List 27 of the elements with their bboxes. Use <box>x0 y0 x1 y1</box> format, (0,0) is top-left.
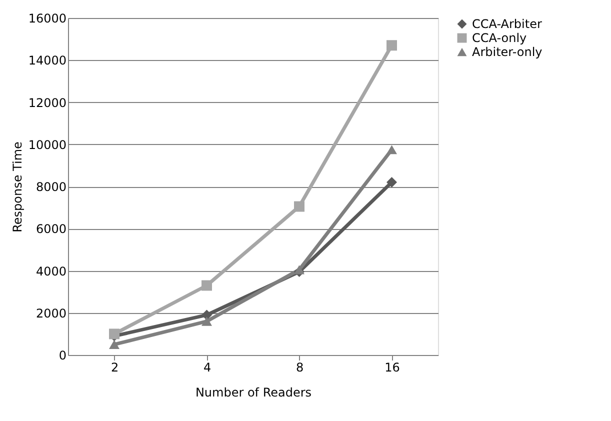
y-tick-label: 0 <box>58 348 66 362</box>
x-tick-label: 2 <box>110 360 119 374</box>
y-tick-label: 2000 <box>36 306 66 320</box>
y-tick-label: 12000 <box>28 96 66 110</box>
x-axis-title: Number of Readers <box>195 386 312 400</box>
y-axis-title: Response Time <box>10 142 24 232</box>
x-tick-label: 4 <box>203 360 212 374</box>
point <box>109 340 120 350</box>
y-tick-label: 10000 <box>28 138 66 152</box>
point <box>294 265 304 274</box>
y-tick-label: 14000 <box>28 54 66 68</box>
point <box>386 145 397 154</box>
point <box>202 310 212 320</box>
point <box>386 177 397 188</box>
y-tick-label: 8000 <box>36 180 66 194</box>
point <box>294 201 304 212</box>
point <box>386 40 397 51</box>
y-tick-label: 4000 <box>36 264 66 278</box>
y-tick-label: 6000 <box>36 222 66 236</box>
y-tick-label: 16000 <box>28 12 66 26</box>
legend-label: CCA-Arbiter <box>472 17 542 31</box>
x-tick-label: 8 <box>296 360 304 374</box>
point <box>202 280 212 291</box>
x-tick-label: 16 <box>384 360 400 374</box>
legend-label: CCA-only <box>472 31 527 45</box>
legend-label: Arbiter-only <box>472 45 542 59</box>
point <box>202 316 212 326</box>
